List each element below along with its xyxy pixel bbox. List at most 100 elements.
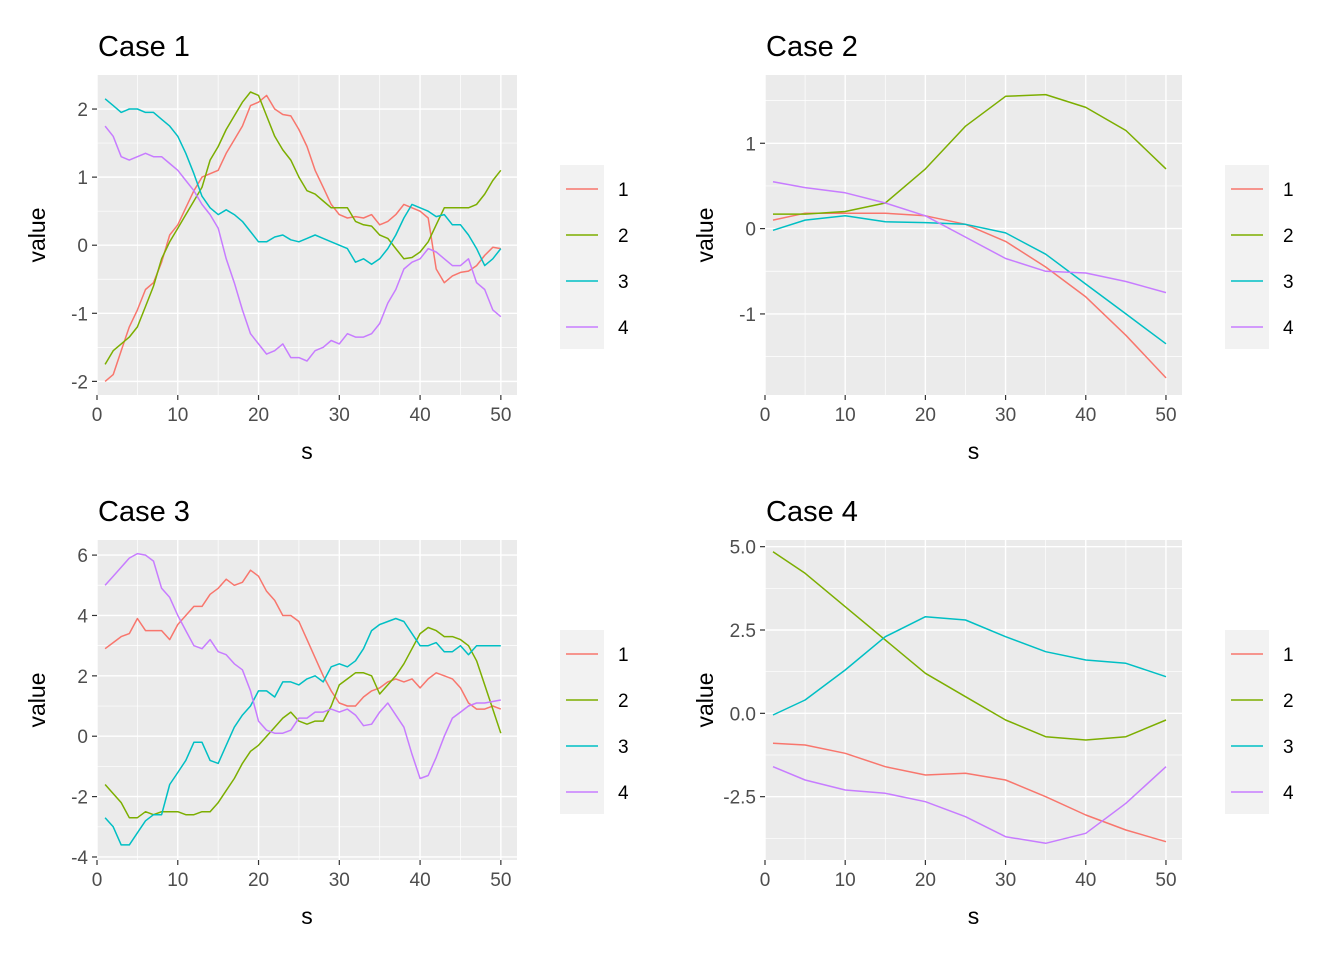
legend-background	[1225, 165, 1269, 349]
y-axis-title: value	[24, 208, 50, 263]
legend-background	[560, 630, 604, 814]
x-tick-label: 30	[995, 870, 1016, 891]
y-tick-label: 2.5	[730, 621, 756, 642]
series-line-4	[772, 766, 1167, 845]
y-axis-title: value	[24, 673, 50, 728]
series-line-3	[772, 215, 1167, 345]
x-tick-label: 30	[329, 405, 350, 426]
x-tick-label: 20	[915, 405, 936, 426]
legend-label-3: 3	[1283, 272, 1294, 293]
y-tick-label: -4	[71, 848, 88, 869]
y-axis-title: value	[692, 208, 718, 263]
legend-background	[560, 165, 604, 349]
series-line-4	[104, 125, 502, 362]
legend-label-4: 4	[1283, 783, 1294, 804]
series-line-4	[104, 552, 501, 780]
legend-label-1: 1	[618, 645, 629, 666]
plot-background	[97, 75, 517, 395]
series-line-2	[104, 626, 502, 819]
y-tick-label: 0	[77, 727, 88, 748]
x-tick-label: 10	[835, 870, 856, 891]
x-tick-label: 30	[995, 405, 1016, 426]
panel-title: Case 1	[98, 31, 190, 63]
x-tick-label: 20	[248, 405, 269, 426]
x-axis-title: s	[301, 438, 313, 464]
series-line-1	[104, 569, 502, 710]
x-tick-label: 50	[490, 405, 511, 426]
x-tick-label: 0	[760, 405, 771, 426]
y-tick-label: 1	[77, 168, 88, 189]
y-tick-label: 2	[77, 667, 88, 688]
legend: 1 2 3 4	[560, 165, 629, 349]
x-axis-title: s	[301, 903, 313, 929]
series-line-2	[104, 91, 502, 365]
y-tick-label: -2.5	[723, 788, 756, 809]
legend-background	[1225, 630, 1269, 814]
x-tick-label: 40	[1075, 870, 1096, 891]
legend-label-3: 3	[618, 737, 629, 758]
legend-label-2: 2	[1283, 226, 1294, 247]
x-axis-title: s	[968, 438, 980, 464]
y-tick-label: 0	[745, 220, 756, 241]
legend-label-4: 4	[1283, 318, 1294, 339]
x-tick-label: 20	[915, 870, 936, 891]
x-tick-label: 40	[410, 405, 431, 426]
series-line-4	[772, 180, 1167, 294]
y-tick-label: -1	[739, 305, 756, 326]
x-axis-title: s	[968, 903, 980, 929]
x-tick-label: 50	[490, 870, 511, 891]
chart-panel-1: 0 10 20 30 40 50 -2 -1 0 1 2 Case 1 s value 1 2 3 4	[24, 31, 629, 464]
series-line-3	[772, 615, 1167, 716]
x-tick-label: 40	[1075, 405, 1096, 426]
y-tick-label: 0.0	[730, 704, 756, 725]
y-tick-label: 6	[77, 546, 88, 567]
y-tick-label: -2	[71, 788, 88, 809]
x-tick-label: 40	[410, 870, 431, 891]
x-tick-label: 20	[248, 870, 269, 891]
legend: 1 2 3 4	[1225, 165, 1294, 349]
legend-label-1: 1	[618, 180, 629, 201]
chart-panel-4: 0 10 20 30 40 50 -2.5 0.0 2.5 5.0 Case 4 s value 1 2 3 4	[692, 496, 1294, 929]
legend-label-4: 4	[618, 783, 629, 804]
panel-title: Case 2	[766, 31, 858, 63]
x-tick-label: 50	[1155, 870, 1176, 891]
legend: 1 2 3 4	[560, 630, 629, 814]
legend-label-3: 3	[1283, 737, 1294, 758]
y-axis-title: value	[692, 673, 718, 728]
x-tick-label: 50	[1155, 405, 1176, 426]
y-tick-label: 0	[77, 236, 88, 257]
y-tick-label: 5.0	[730, 538, 756, 559]
panel-title: Case 4	[766, 496, 858, 528]
series-line-1	[104, 94, 501, 382]
chart-panel-3: 0 10 20 30 40 50 -4 -2 0 2 4 6 Case 3 s value 1 2 3 4	[24, 496, 629, 929]
y-tick-label: 4	[77, 606, 88, 627]
y-tick-label: -1	[71, 304, 88, 325]
series-line-3	[104, 98, 502, 267]
series-line-2	[773, 93, 1167, 215]
x-tick-label: 0	[92, 870, 103, 891]
x-tick-label: 10	[835, 405, 856, 426]
plot-background	[765, 75, 1182, 395]
panel-title: Case 3	[98, 496, 190, 528]
y-tick-label: 2	[77, 100, 88, 121]
y-tick-label: 1	[745, 134, 756, 155]
legend-label-1: 1	[1283, 180, 1294, 201]
chart-panel-2: 0 10 20 30 40 50 -1 0 1 Case 2 s value 1 2 3 4	[692, 31, 1294, 464]
legend-label-2: 2	[1283, 691, 1294, 712]
series-line-3	[104, 617, 501, 846]
series-line-1	[772, 742, 1167, 843]
legend-label-3: 3	[618, 272, 629, 293]
x-tick-label: 10	[167, 870, 188, 891]
x-tick-label: 10	[167, 405, 188, 426]
legend-label-4: 4	[618, 318, 629, 339]
x-tick-label: 0	[92, 405, 103, 426]
plot-background	[765, 540, 1182, 860]
x-tick-label: 30	[329, 870, 350, 891]
legend-label-2: 2	[618, 226, 629, 247]
legend-label-1: 1	[1283, 645, 1294, 666]
x-tick-label: 0	[760, 870, 771, 891]
legend: 1 2 3 4	[1225, 630, 1294, 814]
y-tick-label: -2	[71, 372, 88, 393]
legend-label-2: 2	[618, 691, 629, 712]
